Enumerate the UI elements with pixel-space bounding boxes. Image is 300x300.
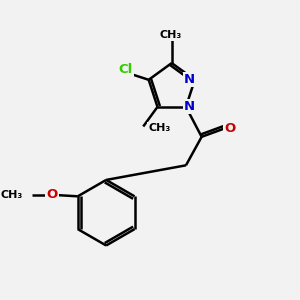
Text: N: N [184, 100, 195, 113]
Text: CH₃: CH₃ [148, 123, 171, 133]
Text: O: O [46, 188, 58, 201]
Text: CH₃: CH₃ [1, 190, 23, 200]
Text: O: O [224, 122, 236, 135]
Text: N: N [184, 73, 195, 86]
Text: CH₃: CH₃ [159, 30, 182, 40]
Text: Cl: Cl [118, 62, 133, 76]
